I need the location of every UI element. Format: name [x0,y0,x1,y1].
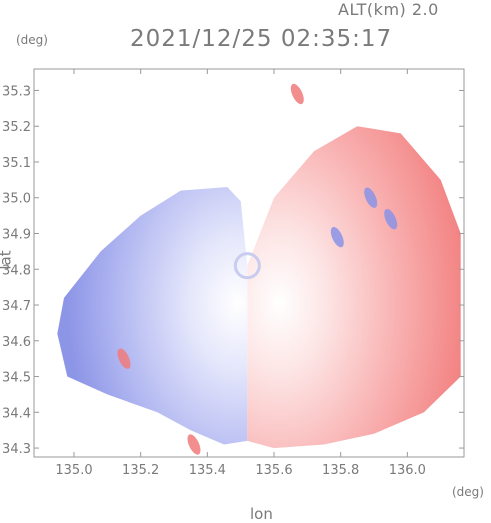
approaching-velocity-field [57,187,248,445]
y-tick-label: 35.2 [2,120,31,135]
y-tick-label: 35.0 [2,192,31,207]
receding-velocity-field [247,126,461,449]
x-tick-label: 135.4 [189,463,226,478]
strong-echo-cell-approaching [330,226,344,248]
altitude-label: ALT(km) 2.0 [338,0,439,19]
radar-site-marker [233,252,261,280]
plot-frame [33,68,465,458]
y-unit-label: (deg) [16,33,48,47]
x-tick-label: 135.8 [322,463,359,478]
axis-layer: 135.0 135.2 135.4 135.6 135.8 136.0 34.3 34.4 34… [2,69,464,478]
y-tick-label: 34.4 [2,406,31,421]
y-tick-label: 34.7 [2,299,31,314]
strong-echo-cell-receding [187,434,201,455]
x-tick-label: 135.0 [55,463,92,478]
y-tick-label: 34.9 [2,227,31,242]
y-tick-label: 35.3 [2,84,31,99]
y-tick-label: 34.8 [2,263,31,278]
strong-echo-cell-approaching [364,187,378,208]
x-tick-label: 136.0 [389,463,426,478]
strong-echo-cell-receding [290,83,304,105]
y-tick-label: 34.5 [2,371,31,386]
strong-echo-cell-approaching [384,209,398,230]
strong-echo-cell-receding [117,348,131,369]
y-tick-label: 34.3 [2,442,31,457]
y-tick-label: 34.6 [2,335,31,350]
x-tick-label: 135.2 [122,463,159,478]
echo-layer [57,83,461,455]
x-tick-label: 135.6 [255,463,292,478]
y-tick-label: 35.1 [2,156,31,171]
x-axis-label: lon [250,505,273,523]
timestamp-label: 2021/12/25 02:35:17 [130,26,393,52]
x-unit-label: (deg) [452,485,484,499]
